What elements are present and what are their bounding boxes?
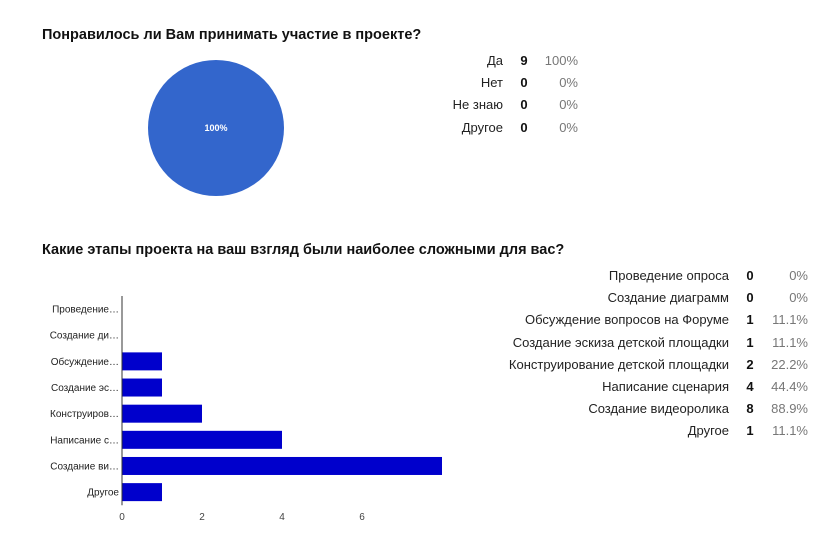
- y-tick-label: Создание ви…: [50, 461, 119, 472]
- y-tick-label: Создание ди…: [50, 331, 119, 342]
- summary-percent: 100%: [544, 53, 578, 68]
- bar: [122, 456, 442, 475]
- summary-count: 0: [520, 75, 528, 91]
- y-tick-label: Создание эс…: [51, 383, 119, 394]
- summary-count: 1: [746, 423, 754, 439]
- q2-summary-row: Написание сценария 4 44.4%: [440, 379, 812, 395]
- question-1-summary-table: Да 9 100% Нет 0 0% Не знаю 0 0% Другое 0 0%: [440, 53, 590, 145]
- summary-count: 0: [746, 290, 754, 306]
- y-tick-label: Другое: [87, 488, 119, 499]
- bar: [122, 483, 162, 502]
- q2-summary-row: Проведение опроса 0 0%: [440, 268, 812, 284]
- summary-label: Создание эскиза детской площадки: [512, 334, 729, 350]
- summary-percent: 22.2%: [771, 356, 808, 372]
- summary-label: Да: [486, 53, 503, 68]
- summary-percent: 11.1%: [772, 334, 808, 350]
- summary-count: 0: [520, 97, 528, 113]
- q2-summary-row: Обсуждение вопросов на Форуме 1 11.1%: [440, 312, 812, 328]
- summary-count: 9: [520, 53, 528, 68]
- q1-summary-row: Не знаю 0 0%: [440, 97, 590, 113]
- q2-summary-row: Конструирование детской площадки 2 22.2%: [440, 357, 812, 373]
- summary-count: 4: [746, 379, 754, 394]
- summary-label: Другое: [687, 423, 729, 439]
- bar: [122, 404, 202, 423]
- summary-count: 8: [746, 401, 754, 417]
- summary-count: 0: [520, 119, 528, 135]
- bar: [122, 352, 162, 371]
- summary-label: Нет: [480, 75, 503, 91]
- summary-percent: 0%: [789, 290, 808, 306]
- summary-count: 1: [746, 312, 754, 328]
- summary-percent: 0%: [789, 268, 808, 283]
- summary-count: 1: [746, 334, 754, 350]
- y-tick-label: Конструиров…: [50, 409, 119, 420]
- summary-label: Другое: [461, 119, 503, 135]
- y-tick-label: Написание с…: [50, 435, 119, 446]
- q1-summary-row: Другое 0 0%: [440, 120, 590, 136]
- question-1-title: Понравилось ли Вам принимать участие в п…: [42, 27, 422, 43]
- bar: [122, 430, 282, 449]
- question-2-title: Какие этапы проекта на ваш взгляд были н…: [42, 242, 565, 258]
- summary-count: 0: [746, 268, 754, 283]
- x-tick-label: 6: [359, 512, 365, 523]
- summary-percent: 0%: [559, 75, 578, 91]
- summary-label: Обсуждение вопросов на Форуме: [525, 312, 729, 328]
- summary-percent: 0%: [559, 119, 578, 135]
- summary-label: Проведение опроса: [608, 268, 729, 283]
- q1-summary-row: Нет 0 0%: [440, 75, 590, 91]
- y-tick-label: Проведение…: [52, 305, 119, 316]
- summary-percent: 88.9%: [771, 401, 808, 417]
- bar: [122, 378, 162, 397]
- summary-label: Не знаю: [452, 97, 503, 113]
- summary-percent: 0%: [559, 97, 578, 113]
- x-tick-label: 2: [199, 512, 205, 523]
- pie-slice-label: 100%: [204, 123, 227, 133]
- summary-percent: 44.4%: [771, 379, 808, 394]
- summary-label: Конструирование детской площадки: [508, 356, 729, 372]
- summary-label: Написание сценария: [602, 379, 729, 394]
- summary-count: 2: [746, 356, 754, 372]
- summary-percent: 11.1%: [772, 312, 808, 328]
- summary-percent: 11.1%: [772, 423, 808, 439]
- summary-label: Создание диаграмм: [607, 290, 729, 306]
- pie-slice: [148, 60, 284, 196]
- y-tick-label: Обсуждение…: [51, 356, 119, 368]
- q2-summary-row: Создание видеоролика 8 88.9%: [440, 401, 812, 417]
- q2-summary-row: Создание диаграмм 0 0%: [440, 290, 812, 306]
- q2-summary-row: Другое 1 11.1%: [440, 423, 812, 439]
- summary-label: Создание видеоролика: [588, 401, 729, 417]
- q1-summary-row: Да 9 100%: [440, 53, 590, 69]
- question-2-summary-table: Проведение опроса 0 0% Создание диаграмм 0 0%…: [440, 268, 812, 448]
- x-tick-label: 0: [119, 512, 125, 523]
- x-tick-label: 4: [279, 512, 285, 523]
- q2-summary-row: Создание эскиза детской площадки 1 11.1%: [440, 335, 812, 351]
